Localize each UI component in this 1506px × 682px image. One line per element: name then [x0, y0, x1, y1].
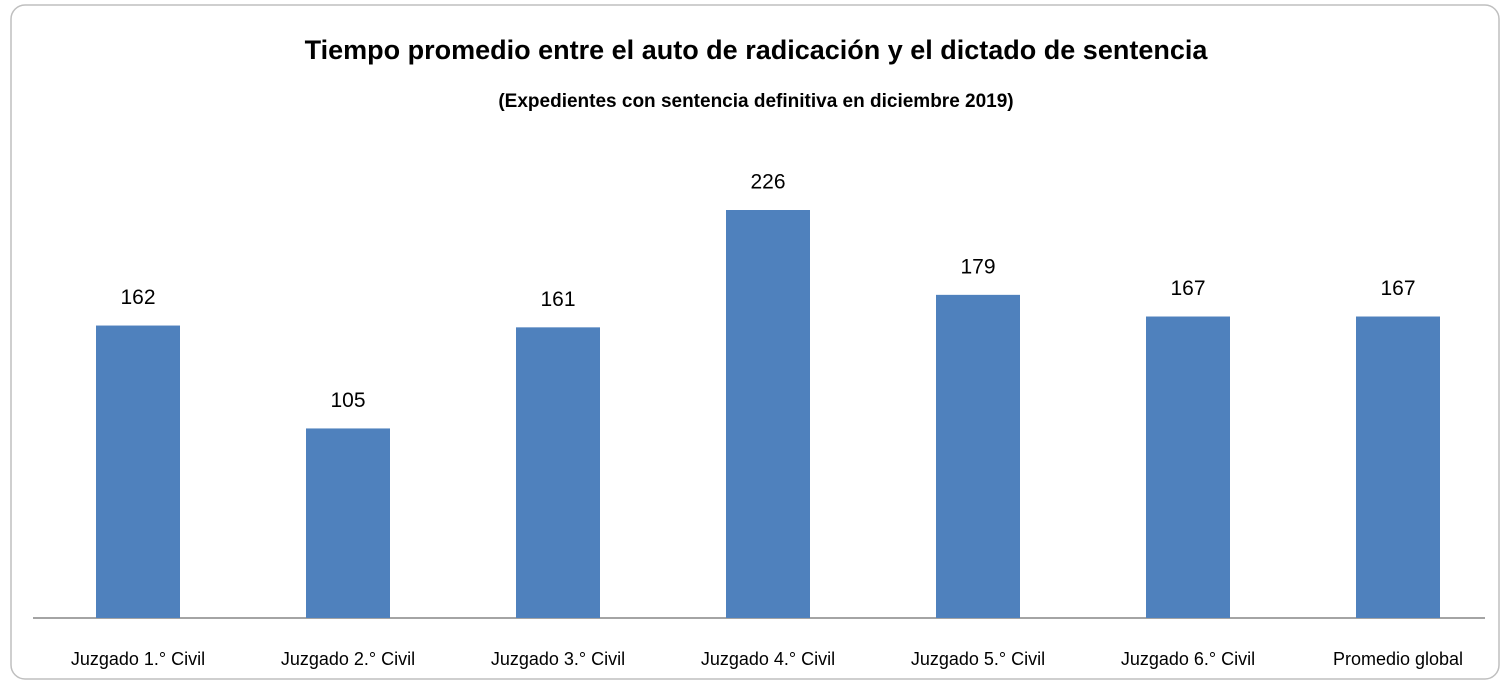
data-label: 162: [120, 286, 155, 309]
bar: [1146, 316, 1230, 618]
bar: [1356, 316, 1440, 618]
bar: [96, 325, 180, 618]
bar: [306, 428, 390, 618]
data-label: 105: [330, 389, 365, 412]
x-tick-label: Promedio global: [1333, 649, 1463, 669]
x-tick-label: Juzgado 6.° Civil: [1121, 649, 1255, 669]
bar: [516, 327, 600, 618]
x-tick-label: Juzgado 4.° Civil: [701, 649, 835, 669]
data-label: 179: [960, 255, 995, 278]
x-tick-label: Juzgado 2.° Civil: [281, 649, 415, 669]
x-tick-label: Juzgado 3.° Civil: [491, 649, 625, 669]
bar: [936, 294, 1020, 618]
data-label: 167: [1380, 277, 1415, 300]
chart-title: Tiempo promedio entre el auto de radicac…: [305, 35, 1209, 65]
bar: [726, 210, 810, 618]
x-tick-label: Juzgado 1.° Civil: [71, 649, 205, 669]
data-label: 161: [540, 288, 575, 311]
data-label: 226: [750, 171, 785, 194]
x-tick-label: Juzgado 5.° Civil: [911, 649, 1045, 669]
data-label: 167: [1170, 277, 1205, 300]
chart-subtitle: (Expedientes con sentencia definitiva en…: [498, 91, 1013, 112]
